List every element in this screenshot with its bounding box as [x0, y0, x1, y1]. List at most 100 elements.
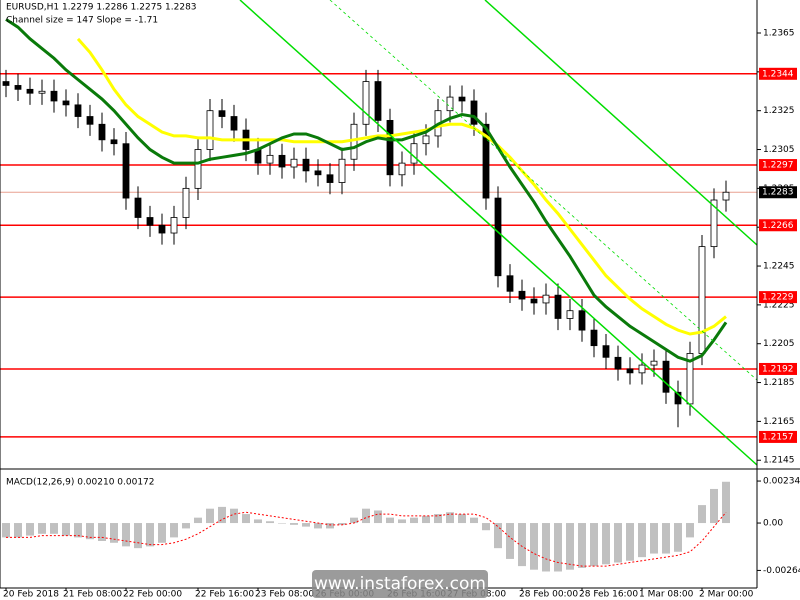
- x-tick-label: 1 Mar 08:00: [639, 590, 694, 600]
- moving-average: [5, 18, 728, 363]
- y-tick-label: 1.2165: [763, 417, 795, 427]
- candle-body: [482, 123, 490, 199]
- candle-body: [290, 158, 298, 168]
- macd-bar: [494, 523, 502, 549]
- candle-body: [14, 85, 22, 90]
- candle-body: [398, 162, 406, 176]
- macd-bar: [218, 506, 226, 524]
- level-label: 1.2229: [762, 293, 794, 303]
- candle-body: [362, 81, 370, 125]
- x-tick-label: 20 Feb 2018: [3, 590, 59, 600]
- candle-body: [146, 217, 154, 226]
- candle-body: [230, 116, 238, 131]
- macd-bar: [698, 505, 706, 524]
- level-label-bg: [759, 362, 797, 375]
- macd-bar: [242, 514, 250, 524]
- macd-bar: [386, 517, 394, 524]
- macd-bar: [302, 523, 310, 527]
- macd-bar: [434, 514, 442, 524]
- macd-bar: [518, 523, 526, 567]
- candle-body: [506, 275, 514, 292]
- macd-bar: [110, 523, 118, 543]
- macd-bar: [362, 508, 370, 524]
- x-tick-label: 23 Feb 08:00: [255, 590, 314, 600]
- candle-body: [698, 246, 706, 354]
- macd-signal: [6, 511, 727, 567]
- macd-bar: [86, 523, 94, 540]
- level-label-bg: [759, 291, 797, 304]
- level-label: 1.2157: [762, 432, 794, 442]
- candle-body: [374, 81, 382, 121]
- candle-body: [578, 310, 586, 331]
- macd-bar: [554, 523, 562, 572]
- macd-bar: [398, 519, 406, 524]
- candle-body: [566, 310, 574, 319]
- macd-bar: [410, 517, 418, 524]
- candle-body: [650, 360, 658, 366]
- macd-bar: [158, 523, 166, 543]
- watermark: www.instaforex.com: [314, 574, 486, 594]
- candle-body: [518, 290, 526, 300]
- macd-bar: [314, 523, 322, 529]
- macd-bar: [458, 514, 466, 524]
- y-tick-label: 1.2325: [763, 106, 795, 116]
- macd-tick-label: -0.00264: [763, 566, 800, 576]
- macd-bar: [530, 523, 538, 570]
- macd-bar: [614, 523, 622, 563]
- macd-bar: [662, 523, 670, 554]
- candle-body: [110, 139, 118, 145]
- macd-bar: [194, 517, 202, 524]
- candle-body: [494, 197, 502, 277]
- macd-bar: [446, 512, 454, 524]
- candle-body: [122, 143, 130, 199]
- macd-bar: [14, 523, 22, 538]
- macd-bar: [338, 523, 346, 525]
- y-tick-label: 1.2145: [763, 456, 795, 466]
- y-tick-label: 1.2205: [763, 339, 795, 349]
- macd-bar: [674, 523, 682, 552]
- level-label: 1.2266: [762, 221, 794, 231]
- candle-body: [314, 170, 322, 176]
- macd-bar: [578, 523, 586, 568]
- macd-bar: [506, 523, 514, 559]
- macd-bar: [122, 523, 130, 547]
- y-tick-label: 1.2185: [763, 378, 795, 388]
- macd-bar: [98, 523, 106, 541]
- candle-body: [134, 197, 142, 218]
- macd-bar: [350, 517, 358, 524]
- macd-bar: [542, 523, 550, 572]
- candle-body: [62, 100, 70, 106]
- x-tick-label: 28 Feb 16:00: [579, 590, 638, 600]
- candle-body: [722, 191, 730, 201]
- macd-bar: [170, 523, 178, 538]
- macd-bar: [482, 523, 490, 531]
- candle-body: [38, 90, 46, 94]
- candle-body: [326, 174, 334, 183]
- candle-body: [386, 119, 394, 176]
- candle-body: [674, 391, 682, 405]
- macd-bar: [710, 488, 718, 524]
- macd-bar: [38, 523, 46, 534]
- level-label-bg: [759, 67, 797, 80]
- candle-body: [710, 199, 718, 248]
- macd-bar: [686, 523, 694, 538]
- candle-body: [530, 298, 538, 304]
- candle-body: [158, 224, 166, 234]
- y-tick-label: 1.2305: [763, 145, 795, 155]
- macd-tick-label: 0.00: [763, 519, 783, 529]
- current-price-bg: [759, 186, 797, 199]
- candle-body: [194, 149, 202, 189]
- candle-body: [614, 356, 622, 370]
- candle-body: [182, 187, 190, 218]
- macd-title: MACD(12,26,9) 0.00210 0.00172: [6, 478, 155, 488]
- candle-body: [26, 88, 34, 94]
- candle-body: [278, 154, 286, 168]
- x-tick-label: 22 Feb 16:00: [195, 590, 254, 600]
- channel-line: [239, 0, 758, 466]
- macd-tick-label: 0.00234: [763, 477, 800, 487]
- level-label-bg: [759, 159, 797, 172]
- macd-bar: [266, 521, 274, 524]
- candle-body: [626, 368, 634, 374]
